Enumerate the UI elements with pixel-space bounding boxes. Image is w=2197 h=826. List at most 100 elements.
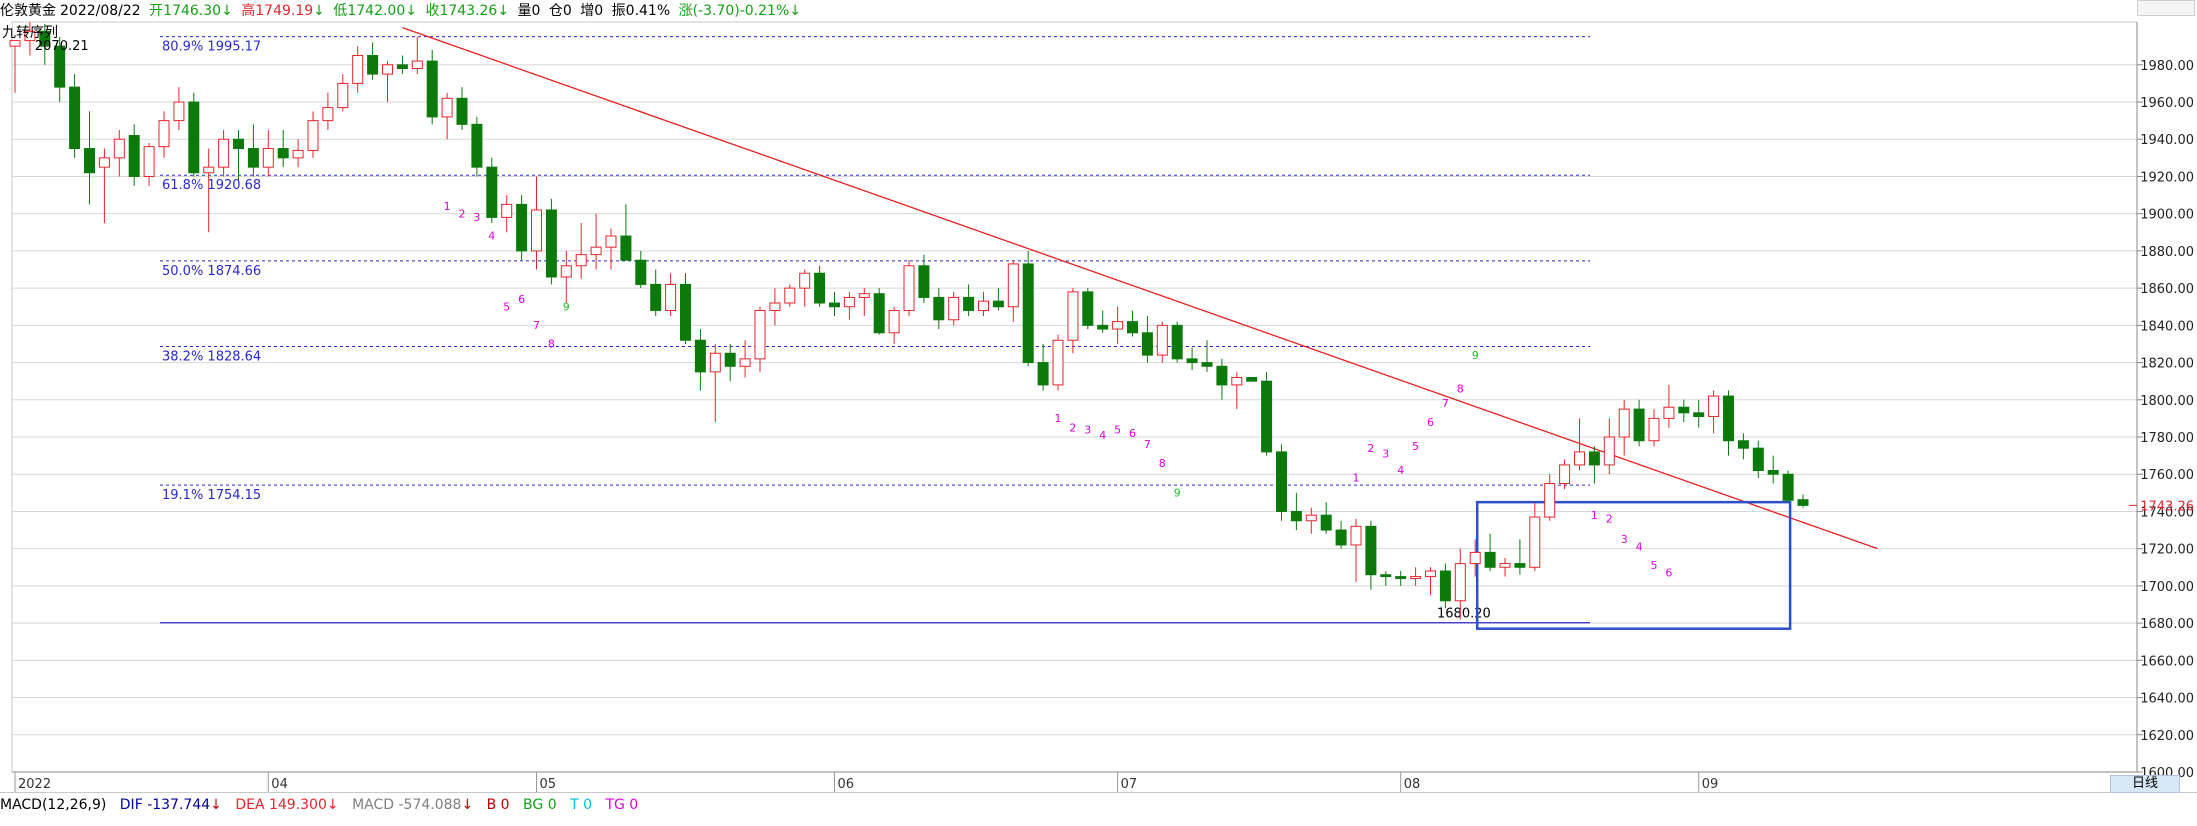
candle-down[interactable]: [1484, 551, 1496, 568]
candle-up[interactable]: [590, 246, 602, 256]
candle-up[interactable]: [173, 101, 185, 122]
candle-down[interactable]: [426, 60, 438, 118]
candle-up[interactable]: [337, 82, 349, 109]
candle-down[interactable]: [69, 86, 81, 150]
candle-up[interactable]: [1067, 291, 1079, 341]
candle-down[interactable]: [1723, 395, 1734, 442]
candle-down[interactable]: [1261, 380, 1273, 453]
candle-down[interactable]: [247, 148, 259, 168]
candle-down[interactable]: [933, 296, 945, 321]
candle-up[interactable]: [382, 64, 393, 75]
candle-down[interactable]: [1365, 525, 1377, 576]
candle-up[interactable]: [1112, 321, 1124, 330]
candle-down[interactable]: [694, 339, 706, 373]
candle-down[interactable]: [1097, 324, 1109, 330]
candle-up[interactable]: [1007, 263, 1019, 308]
candle-down[interactable]: [233, 138, 244, 150]
candle-up[interactable]: [575, 254, 587, 267]
candle-down[interactable]: [1678, 406, 1690, 414]
candle-down[interactable]: [1395, 576, 1407, 579]
candle-down[interactable]: [471, 123, 483, 168]
candle-up[interactable]: [978, 300, 989, 311]
candle-up[interactable]: [560, 265, 572, 278]
candle-down[interactable]: [650, 283, 662, 311]
candle-up[interactable]: [858, 293, 870, 298]
candle-up[interactable]: [903, 265, 915, 311]
candle-up[interactable]: [1231, 376, 1243, 386]
candle-up[interactable]: [1305, 514, 1317, 522]
candle-down[interactable]: [1767, 470, 1779, 475]
candle-up[interactable]: [605, 235, 617, 248]
candle-up[interactable]: [1618, 408, 1630, 438]
candle-up[interactable]: [799, 272, 811, 289]
candle-up[interactable]: [531, 209, 542, 252]
candle-down[interactable]: [1380, 574, 1392, 578]
candle-down[interactable]: [1216, 365, 1228, 386]
candle-up[interactable]: [292, 149, 304, 159]
candle-down[interactable]: [1186, 358, 1198, 364]
candle-up[interactable]: [307, 120, 319, 151]
candle-up[interactable]: [9, 40, 21, 47]
candle-up[interactable]: [322, 107, 334, 122]
candle-down[interactable]: [635, 259, 647, 285]
candle-down[interactable]: [277, 148, 289, 159]
candle-down[interactable]: [128, 135, 140, 177]
candle-down[interactable]: [1737, 440, 1749, 449]
candle-down[interactable]: [456, 97, 468, 125]
candle-down[interactable]: [367, 54, 379, 75]
candle-down[interactable]: [1335, 529, 1347, 546]
candle-down[interactable]: [1201, 362, 1213, 367]
candle-up[interactable]: [352, 54, 364, 84]
candle-down[interactable]: [829, 302, 840, 308]
candle-down[interactable]: [1037, 362, 1049, 386]
scroll-control[interactable]: [2137, 0, 2195, 16]
candle-down[interactable]: [1171, 324, 1183, 360]
candle-down[interactable]: [1127, 321, 1138, 334]
candle-down[interactable]: [1082, 291, 1094, 326]
candle-up[interactable]: [1156, 324, 1168, 356]
candle-down[interactable]: [486, 166, 498, 218]
candle-up[interactable]: [1544, 483, 1556, 518]
candle-down[interactable]: [680, 283, 691, 341]
candle-down[interactable]: [39, 30, 51, 47]
candle-down[interactable]: [1633, 408, 1645, 442]
candle-up[interactable]: [769, 302, 781, 311]
candle-up[interactable]: [739, 358, 751, 367]
candle-up[interactable]: [113, 138, 125, 159]
timeframe-tab[interactable]: 日线: [2110, 775, 2180, 793]
candle-down[interactable]: [1514, 563, 1526, 568]
candle-up[interactable]: [411, 60, 423, 70]
candle-down[interactable]: [992, 300, 1004, 308]
candle-up[interactable]: [24, 30, 36, 42]
candle-up[interactable]: [1603, 436, 1615, 466]
candle-down[interactable]: [1752, 447, 1764, 472]
candle-up[interactable]: [143, 146, 155, 177]
candle-down[interactable]: [1290, 510, 1302, 522]
candle-up[interactable]: [1425, 570, 1436, 578]
candle-up[interactable]: [843, 296, 855, 308]
candles-layer[interactable]: [9, 22, 1809, 620]
candle-down[interactable]: [814, 272, 826, 304]
candle-down[interactable]: [84, 148, 95, 174]
candle-down[interactable]: [1693, 412, 1705, 418]
candle-up[interactable]: [1350, 525, 1362, 546]
candle-up[interactable]: [1663, 406, 1675, 419]
candle-up[interactable]: [441, 97, 453, 118]
candle-down[interactable]: [1141, 332, 1153, 356]
candle-down[interactable]: [1276, 451, 1287, 512]
candle-down[interactable]: [918, 265, 930, 298]
candle-up[interactable]: [1708, 395, 1720, 418]
candle-down[interactable]: [1797, 499, 1809, 506]
candle-up[interactable]: [709, 352, 721, 373]
candle-up[interactable]: [1574, 451, 1585, 466]
candle-down[interactable]: [188, 101, 200, 174]
candle-up[interactable]: [501, 203, 513, 218]
candle-down[interactable]: [1246, 376, 1258, 382]
candle-down[interactable]: [1320, 514, 1332, 531]
candle-up[interactable]: [888, 309, 900, 334]
candle-up[interactable]: [158, 120, 170, 148]
candle-down[interactable]: [620, 235, 632, 261]
candle-down[interactable]: [516, 203, 528, 252]
candle-up[interactable]: [948, 296, 960, 321]
candle-down[interactable]: [724, 352, 736, 367]
